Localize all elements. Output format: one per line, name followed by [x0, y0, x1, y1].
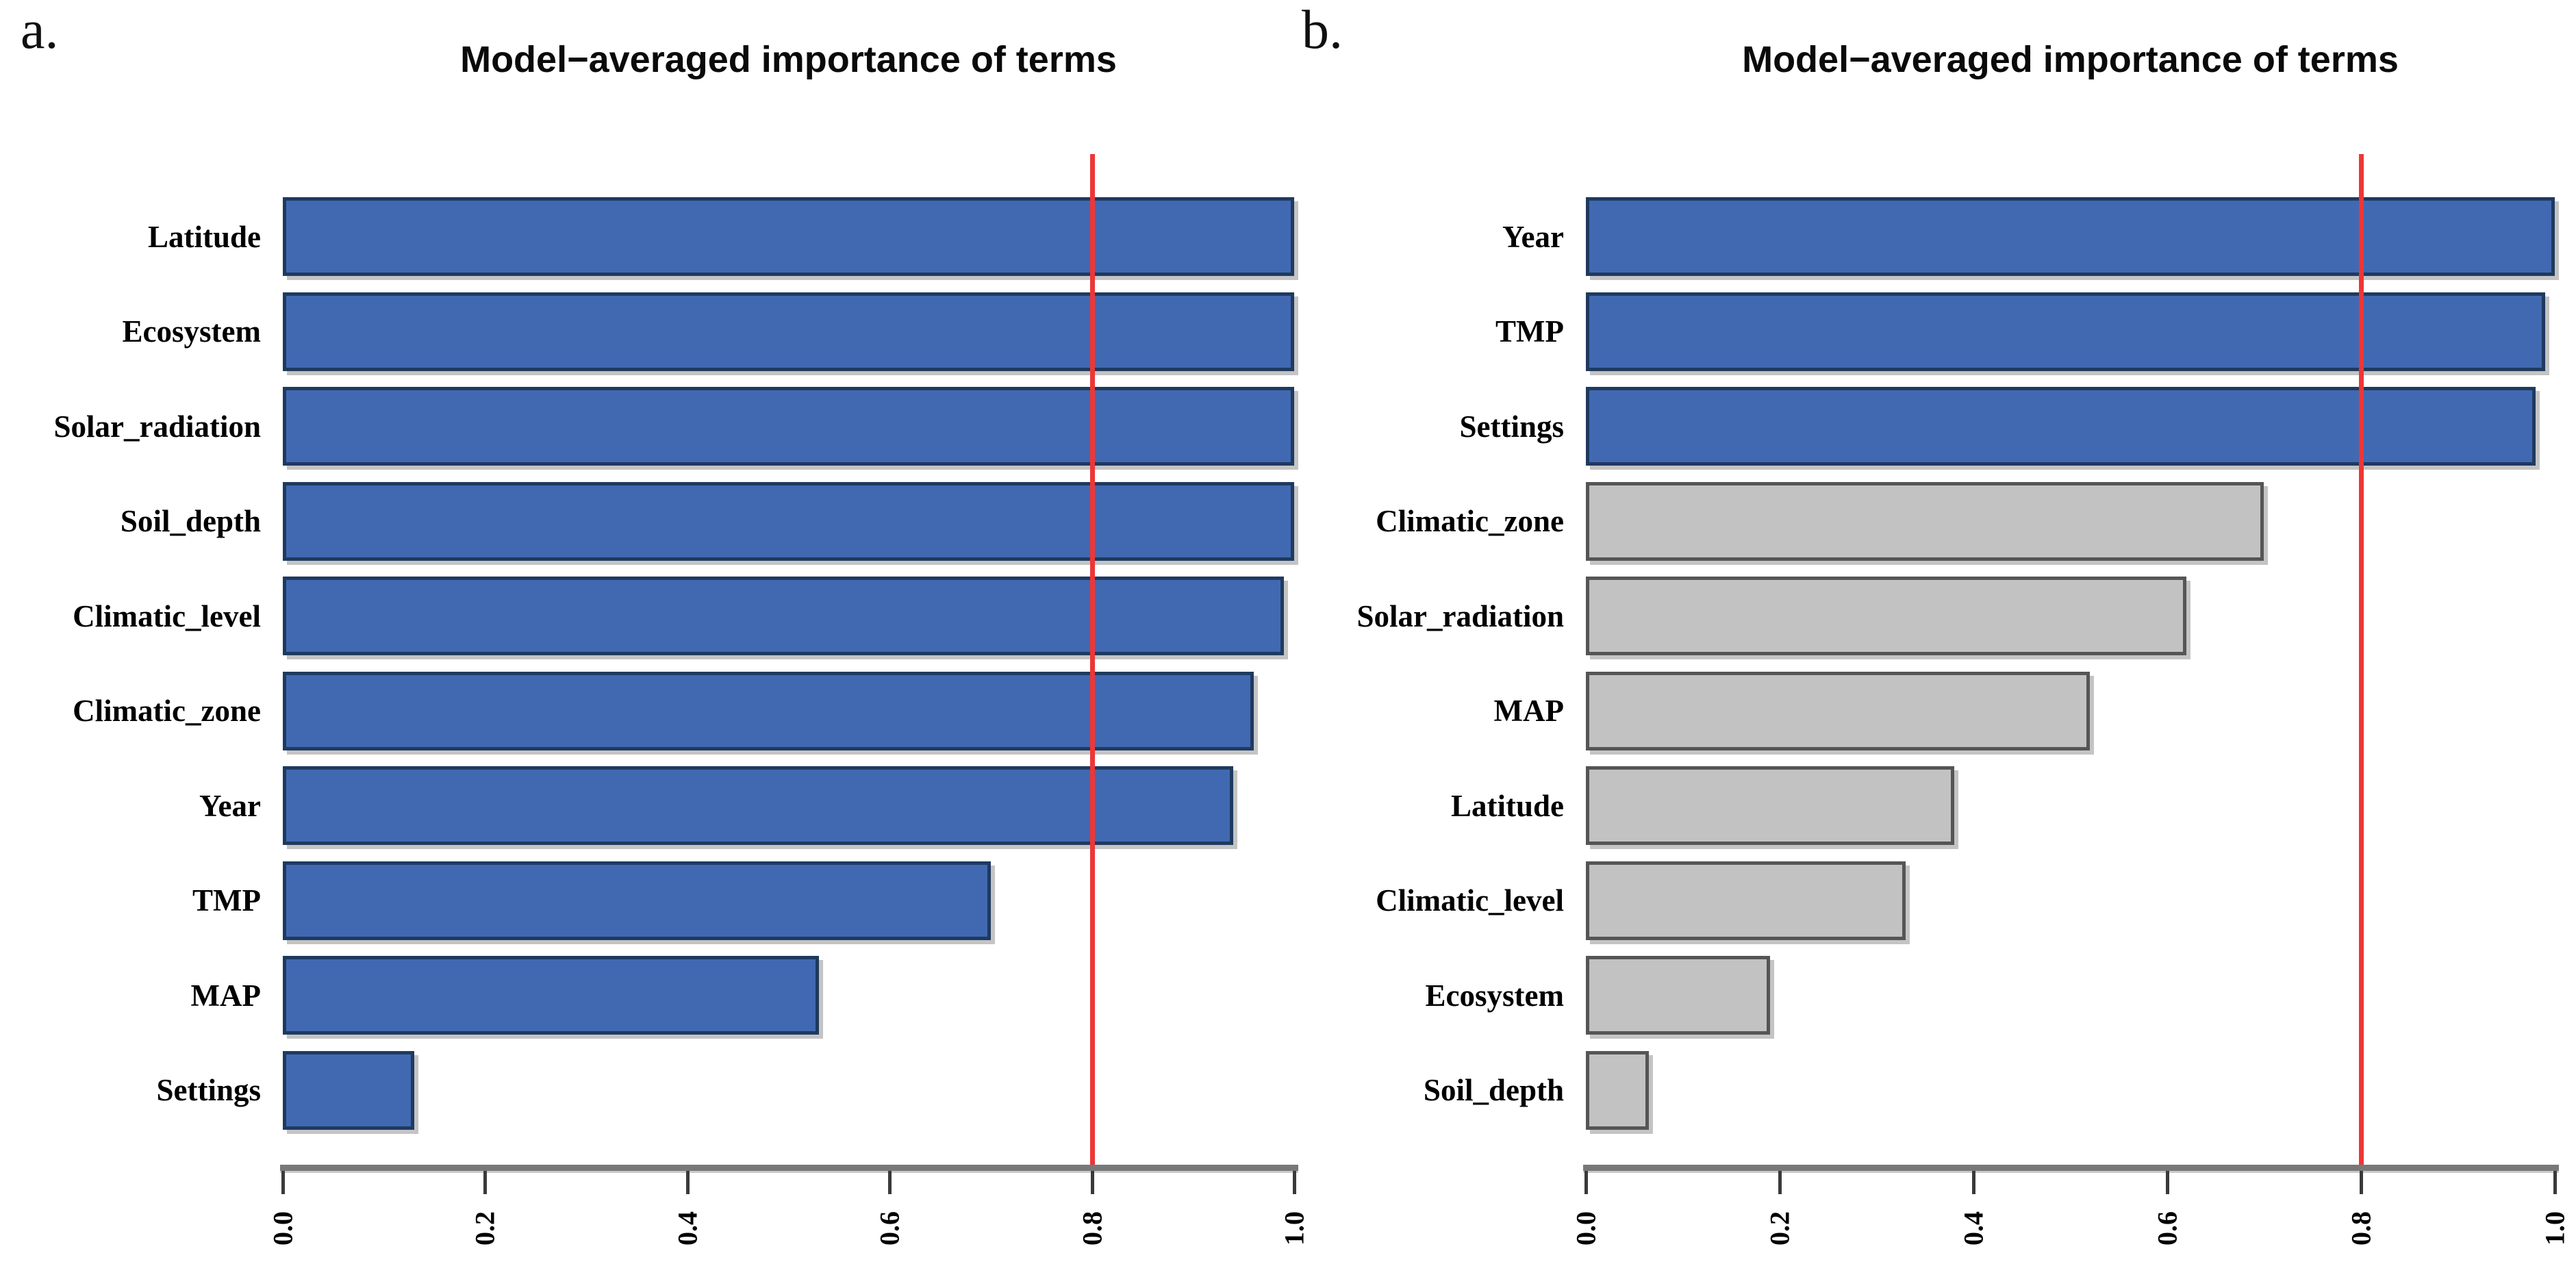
bar-climatic_level	[1586, 861, 1906, 940]
panel-b-plot: Year TMP Settings Climatic_zone Solar_radiat…	[1288, 0, 2576, 1264]
x-tick-label: 1.0	[2539, 1211, 2571, 1246]
category-label-latitude: Latitude	[147, 219, 261, 254]
x-tick	[1090, 1171, 1094, 1194]
category-label-climatic_level: Climatic_level	[73, 598, 261, 633]
threshold-line	[1089, 154, 1095, 1165]
bar-latitude	[1586, 766, 1954, 845]
panel-b-letter: b.	[1302, 0, 1343, 60]
category-label-climatic_level: Climatic_level	[1376, 883, 1564, 918]
category-label-ecosystem: Ecosystem	[122, 314, 261, 349]
bar-climatic_zone	[283, 671, 1254, 750]
category-label-map: MAP	[1493, 694, 1564, 728]
category-label-settings: Settings	[1459, 409, 1564, 444]
x-tick	[685, 1171, 690, 1194]
x-tick	[1778, 1171, 1782, 1194]
category-label-soil_depth: Soil_depth	[1423, 1073, 1564, 1107]
category-label-year: Year	[1502, 219, 1564, 254]
category-label-latitude: Latitude	[1450, 788, 1564, 823]
panel-a-plot: Latitude Ecosystem Solar_radiation Soil_dep…	[53, 154, 1310, 1246]
bar-settings	[283, 1050, 414, 1130]
bar-climatic_zone	[1586, 481, 2264, 561]
x-tick-label: 0.0	[1570, 1211, 1602, 1246]
category-label-ecosystem: Ecosystem	[1425, 978, 1564, 1013]
bar-latitude	[283, 197, 1294, 276]
panel-a-letter: a.	[21, 0, 59, 60]
x-tick	[281, 1171, 285, 1194]
x-tick	[483, 1171, 488, 1194]
category-label-solar_radiation: Solar_radiation	[1356, 598, 1564, 633]
x-tick-label: 0.2	[1764, 1211, 1795, 1246]
category-label-settings: Settings	[156, 1073, 261, 1107]
bar-ecosystem	[1586, 956, 1770, 1035]
category-label-tmp: TMP	[192, 883, 261, 918]
x-tick-label: 0.6	[874, 1211, 905, 1246]
panel-a: a. Model−averaged importance of terms La…	[21, 0, 1310, 1246]
bar-year	[283, 766, 1233, 845]
panel-b: b. Model−averaged importance of terms Ye…	[1288, 0, 2576, 1264]
x-tick-label: 0.8	[2345, 1211, 2377, 1246]
category-label-climatic_zone: Climatic_zone	[1376, 504, 1564, 538]
bar-map	[283, 956, 819, 1035]
category-label-tmp: TMP	[1495, 314, 1564, 349]
panel-b-title: Model−averaged importance of terms	[1742, 39, 2399, 80]
threshold-line	[2359, 154, 2364, 1165]
x-tick-label: 0.4	[1958, 1211, 1989, 1246]
bar-ecosystem	[283, 292, 1294, 371]
x-tick	[2553, 1171, 2557, 1194]
bar-year	[1586, 197, 2555, 276]
x-tick	[1972, 1171, 1975, 1194]
x-axis-line	[1583, 1165, 2559, 1173]
x-tick	[2360, 1171, 2363, 1194]
bar-map	[1586, 671, 2090, 750]
x-tick-label: 0.4	[672, 1211, 703, 1246]
bar-settings	[1586, 387, 2536, 466]
panel-a-title: Model−averaged importance of terms	[460, 39, 1117, 80]
x-tick-label: 0.2	[469, 1211, 501, 1246]
bar-soil_depth	[283, 481, 1294, 561]
x-tick	[1293, 1171, 1296, 1194]
bar-solar_radiation	[1586, 577, 2186, 655]
x-tick-label: 0.0	[267, 1211, 299, 1246]
bar-soil_depth	[1586, 1050, 1649, 1130]
x-tick	[2166, 1171, 2169, 1194]
category-label-map: MAP	[190, 978, 261, 1013]
bar-solar_radiation	[283, 387, 1294, 466]
category-label-year: Year	[199, 788, 261, 823]
x-tick-label: 0.6	[2151, 1211, 2183, 1246]
bar-tmp	[1586, 292, 2545, 371]
x-tick-label: 0.8	[1076, 1211, 1108, 1246]
category-label-solar_radiation: Solar_radiation	[53, 409, 261, 444]
bar-climatic_level	[283, 577, 1284, 655]
category-label-climatic_zone: Climatic_zone	[73, 694, 261, 728]
bar-tmp	[283, 861, 991, 940]
x-tick	[888, 1171, 892, 1194]
category-label-soil_depth: Soil_depth	[120, 504, 261, 538]
x-axis-line	[280, 1165, 1298, 1173]
x-tick	[1584, 1171, 1588, 1194]
